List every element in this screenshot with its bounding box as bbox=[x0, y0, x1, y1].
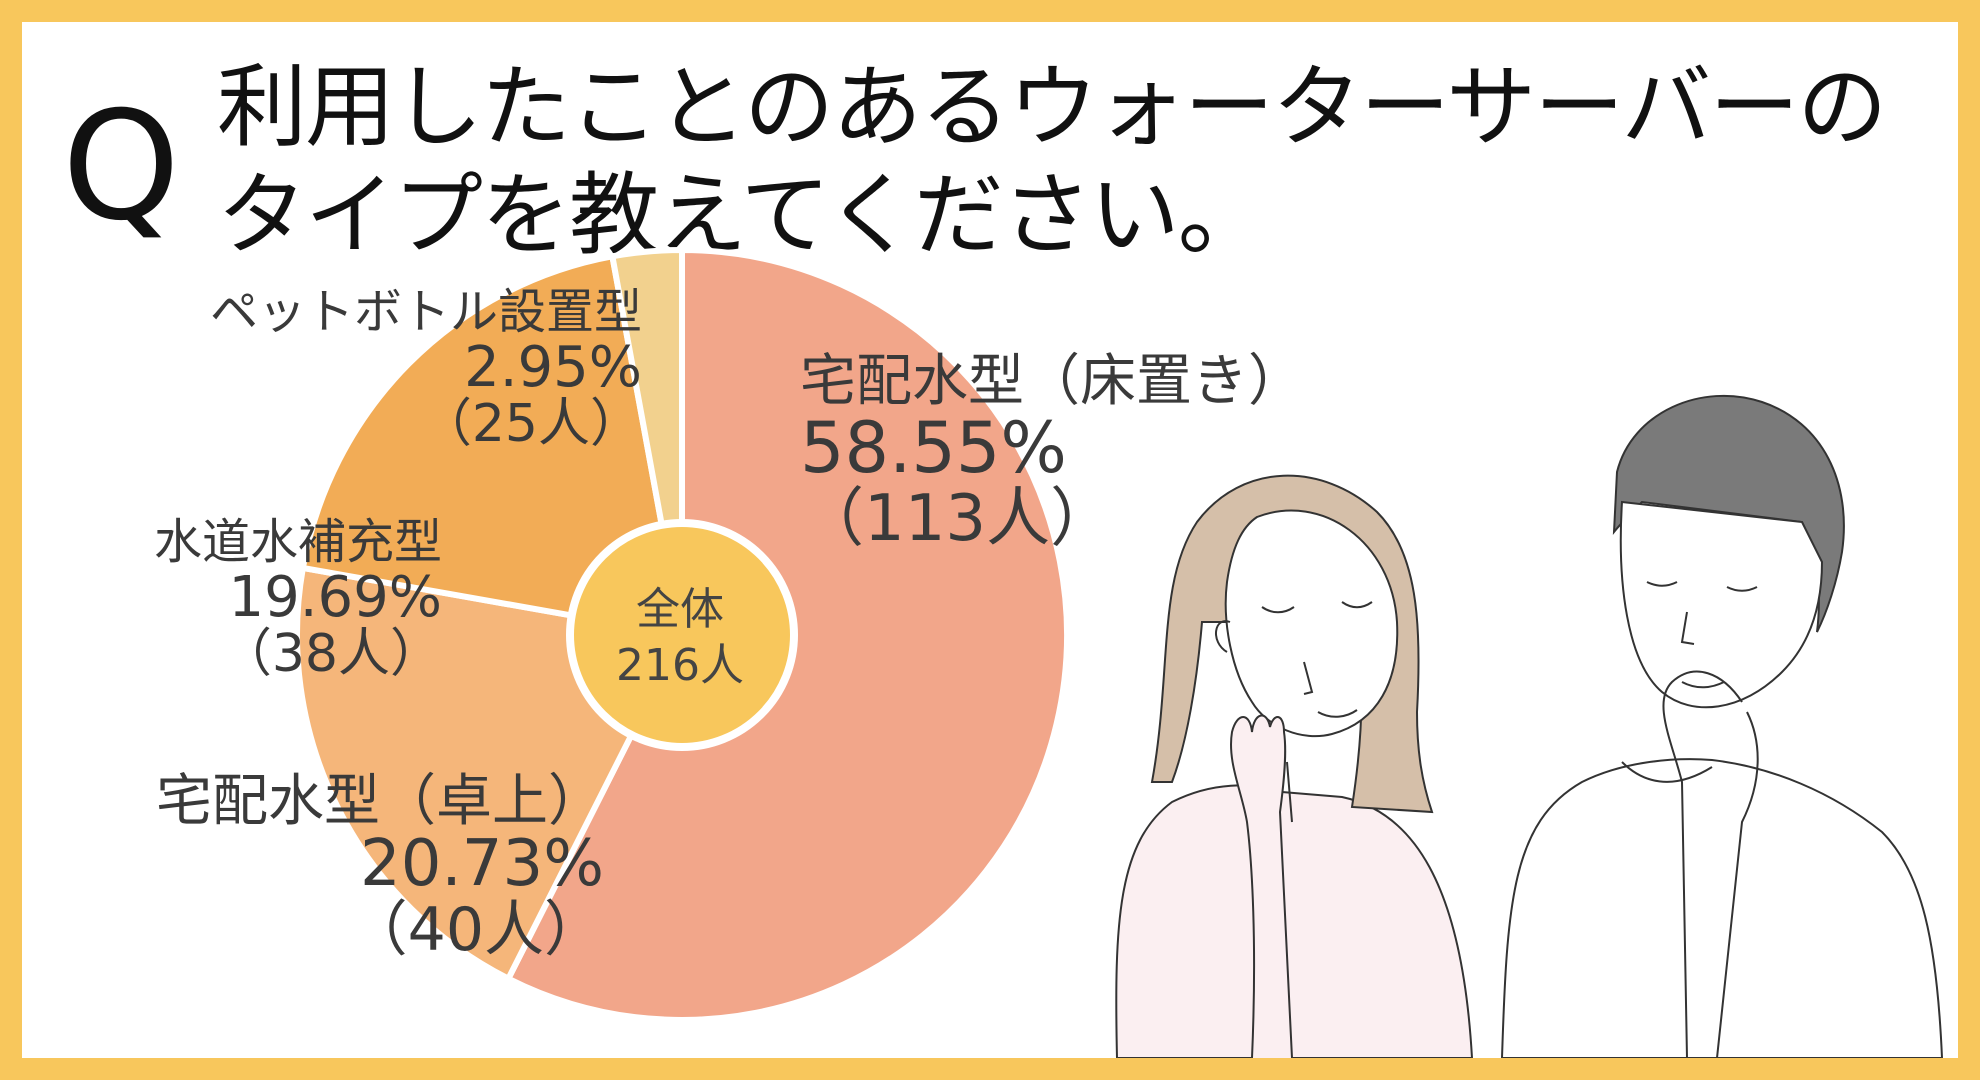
chart-panel: Q 利用したことのあるウォーターサーバーの タイプを教えてください。 bbox=[22, 22, 1958, 1058]
slice-label-tapwater: 水道水補充型 19.69% （38人） bbox=[42, 517, 442, 682]
slice-percent-floor: 58.55% bbox=[800, 407, 1067, 490]
slice-name-tapwater: 水道水補充型 bbox=[153, 514, 442, 570]
slice-percent-tapwater: 19.69% bbox=[228, 564, 442, 630]
slice-count-tapwater: （38人） bbox=[219, 624, 442, 685]
question-line-1: 利用したことのあるウォーターサーバーの bbox=[217, 55, 1887, 160]
slice-count-bottle: （25人） bbox=[419, 394, 642, 455]
pie-center-circle bbox=[566, 519, 798, 751]
pie-center-label: 全体 216人 bbox=[580, 582, 780, 782]
question-mark: Q bbox=[62, 80, 181, 254]
total-value: 216人 bbox=[616, 640, 744, 691]
slice-percent-bottle: 2.95% bbox=[464, 334, 642, 400]
slice-name-bottle: ペットボトル設置型 bbox=[209, 284, 642, 340]
slice-label-tabletop: 宅配水型（卓上） 20.73% （40人） bbox=[44, 772, 604, 963]
question-text: 利用したことのあるウォーターサーバーの タイプを教えてください。 bbox=[217, 54, 1887, 270]
total-label: 全体 bbox=[636, 584, 724, 635]
man-illustration bbox=[1500, 394, 1944, 1058]
slice-percent-tabletop: 20.73% bbox=[359, 827, 604, 902]
question-line-2: タイプを教えてください。 bbox=[217, 163, 1268, 268]
slice-label-floor: 宅配水型（床置き） 58.55% （113人） bbox=[800, 352, 1304, 553]
pie-slice-tapwater bbox=[299, 252, 686, 639]
slice-label-bottle: ペットボトル設置型 2.95% （25人） bbox=[82, 287, 642, 452]
pie-chart bbox=[294, 246, 1944, 1058]
slice-name-floor: 宅配水型（床置き） bbox=[800, 349, 1304, 414]
slice-count-floor: （113人） bbox=[800, 481, 1115, 556]
slice-name-tabletop: 宅配水型（卓上） bbox=[156, 769, 604, 834]
slice-count-tabletop: （40人） bbox=[347, 895, 604, 966]
woman-illustration bbox=[1115, 474, 1474, 1058]
